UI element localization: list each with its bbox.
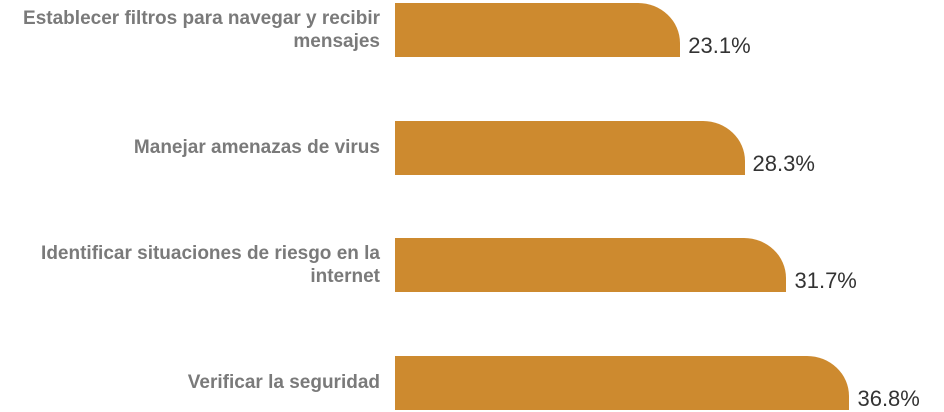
- value-label: 23.1%: [688, 33, 751, 58]
- value-label: 36.8%: [857, 385, 920, 411]
- bar: [395, 355, 850, 410]
- category-label: Manejar amenazas de virus: [133, 137, 380, 158]
- category-label: Verificar la seguridad: [187, 372, 380, 393]
- bar: [395, 238, 787, 292]
- category-label: Identificar situaciones de riesgo en la …: [41, 243, 380, 287]
- value-label: 31.7%: [794, 268, 857, 293]
- category-label: Establecer filtros para navegar y recibi…: [23, 8, 380, 52]
- value-label: 28.3%: [752, 150, 815, 176]
- bar: [395, 120, 745, 175]
- bar: [395, 3, 681, 57]
